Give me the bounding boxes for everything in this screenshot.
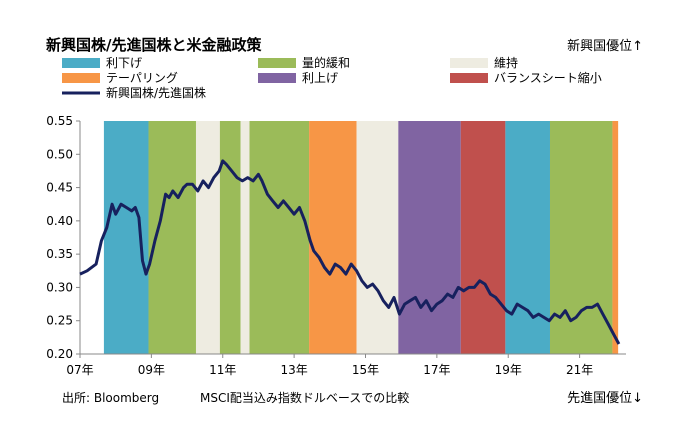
x-tick-label: 19年	[495, 363, 522, 377]
legend-swatch	[62, 73, 100, 83]
legend-swatch	[450, 73, 488, 83]
x-tick-label: 17年	[423, 363, 450, 377]
caption: MSCI配当込み指数ドルベースでの比較	[200, 390, 409, 405]
y-tick-label: 0.40	[46, 214, 73, 228]
regime-band	[398, 121, 461, 354]
legend-swatch	[258, 73, 296, 83]
source-note: 出所: Bloomberg	[62, 391, 159, 405]
y-tick-label: 0.30	[46, 280, 73, 294]
series-layer	[79, 159, 621, 345]
regime-band	[612, 121, 619, 354]
regime-bands	[103, 121, 619, 354]
legend-label: 利上げ	[302, 71, 338, 85]
note-bottom: 先進国優位↓	[567, 391, 643, 406]
legend-label: 維持	[494, 55, 518, 70]
regime-band	[195, 121, 220, 354]
chart-title: 新興国株/先進国株と米金融政策	[46, 36, 262, 54]
legend-label: 利下げ	[106, 56, 142, 70]
y-tick-label: 0.50	[46, 147, 73, 161]
regime-band	[460, 121, 506, 354]
legend-label: テーパリング	[106, 71, 178, 85]
regime-band	[240, 121, 250, 354]
x-tick-label: 21年	[566, 363, 593, 377]
x-tick-label: 07年	[66, 363, 93, 377]
legend-swatch	[62, 58, 100, 68]
regime-band	[309, 121, 357, 354]
legend-label: 新興国株/先進国株	[106, 85, 206, 100]
regime-band	[356, 121, 399, 354]
regime-band	[249, 121, 310, 354]
legend-swatch	[450, 58, 488, 68]
y-tick-label: 0.55	[46, 114, 73, 128]
y-tick-label: 0.45	[46, 181, 73, 195]
note-top: 新興国優位↑	[567, 38, 643, 54]
x-tick-label: 09年	[138, 363, 165, 377]
legend-label: 量的緩和	[302, 55, 350, 70]
series-line	[79, 159, 621, 345]
y-tick-label: 0.35	[46, 247, 73, 261]
regime-band	[505, 121, 550, 354]
x-tick-label: 13年	[280, 363, 307, 377]
legend-label: バランスシート縮小	[494, 70, 602, 85]
axes: 0.20 0.25 0.30 0.35 0.40 0.45 0.50 0.55 07年 09年 11…	[46, 114, 626, 377]
regime-band	[549, 121, 613, 354]
y-tick-label: 0.20	[46, 347, 73, 361]
y-tick-label: 0.25	[46, 314, 73, 328]
regime-band	[219, 121, 241, 354]
x-tick-label: 15年	[352, 363, 379, 377]
legend-swatch	[258, 58, 296, 68]
x-tick-label: 11年	[209, 363, 236, 377]
